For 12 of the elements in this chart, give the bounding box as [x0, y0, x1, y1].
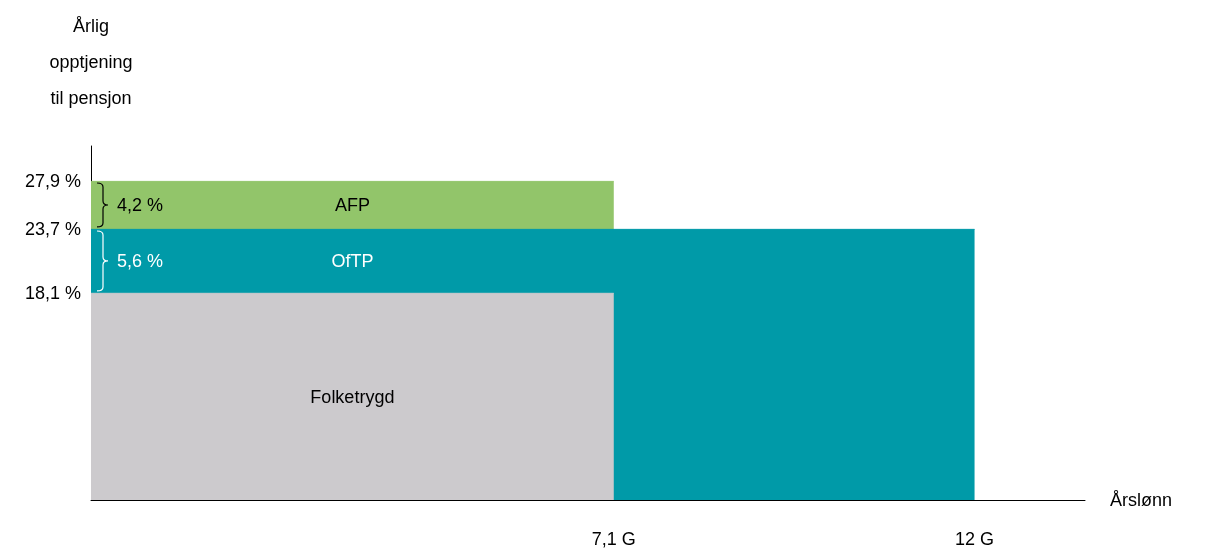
y-tick-label: 27,9 %	[24, 171, 81, 192]
y-axis-title: Årlig opptjening til pensjon	[49, 16, 133, 108]
series-label: Folketrygd	[310, 386, 395, 407]
series-label: OfTP	[331, 251, 374, 272]
series-label: AFP	[334, 195, 370, 216]
y-tick-label: 23,7 %	[24, 219, 81, 240]
x-tick-label: 7,1 G	[591, 529, 636, 549]
annotation: 4,2 %	[117, 195, 164, 216]
x-axis-title: Årslønn	[1110, 490, 1173, 510]
annotation: 5,6 %	[117, 251, 164, 272]
x-tick-label: 12 G	[955, 529, 995, 549]
y-tick-label: 18,1 %	[24, 283, 81, 304]
